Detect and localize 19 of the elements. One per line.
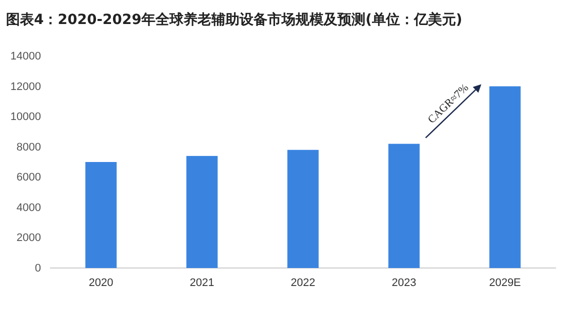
y-tick-label: 10000: [10, 111, 41, 124]
y-tick-label: 6000: [16, 172, 41, 184]
y-tick-label: 14000: [10, 50, 41, 63]
x-tick-label: 2023: [392, 276, 416, 289]
x-tick-label: 2020: [88, 276, 114, 289]
bar: [388, 144, 420, 268]
y-tick-label: 8000: [16, 141, 41, 154]
bar: [287, 150, 319, 268]
x-tick-label: 2022: [290, 276, 316, 289]
x-tick-label: 2029E: [489, 276, 521, 289]
bar: [186, 156, 218, 268]
y-tick-label: 4000: [16, 202, 41, 214]
bar: [85, 162, 117, 268]
y-tick-label: 0: [34, 262, 41, 275]
y-tick-label: 12000: [10, 80, 41, 93]
x-tick-label: 2021: [190, 276, 214, 289]
y-tick-label: 2000: [16, 232, 41, 244]
bar: [489, 86, 521, 268]
chart-title: 图表4：2020-2029年全球养老辅助设备市场规模及预测(单位：亿美元): [6, 11, 462, 28]
